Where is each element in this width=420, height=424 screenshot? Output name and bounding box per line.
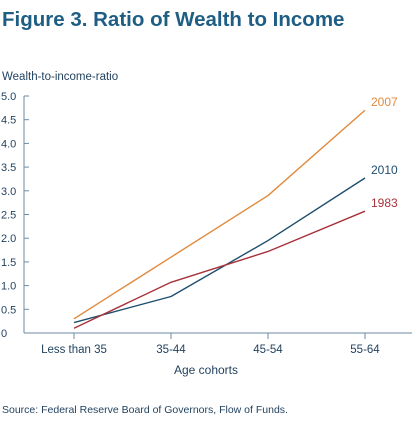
y-tick-label: 2.5 bbox=[1, 210, 16, 222]
y-tick-label: 0.5 bbox=[1, 304, 16, 316]
y-tick-label: 2.0 bbox=[1, 233, 16, 245]
y-tick-label: 3.0 bbox=[1, 186, 16, 198]
y-axis-ticks: 0 0.5 1.0 1.5 2.0 2.5 3.0 3.5 4.0 4.5 5.0 bbox=[1, 91, 29, 340]
x-tick-label: Less than 35 bbox=[41, 344, 107, 356]
x-tick-label: 55-64 bbox=[350, 344, 380, 356]
series-label-2010: 2010 bbox=[371, 163, 398, 177]
figure-title: Figure 3. Ratio of Wealth to Income bbox=[2, 8, 345, 31]
y-tick-label: 3.5 bbox=[1, 162, 16, 174]
y-tick-label: 0 bbox=[1, 328, 7, 340]
y-tick-label: 1.0 bbox=[1, 281, 16, 293]
x-tick-label: 45-54 bbox=[253, 344, 283, 356]
series-label-2007: 2007 bbox=[371, 95, 398, 109]
series-label-1983: 1983 bbox=[371, 196, 398, 210]
x-axis-label: Age cohorts bbox=[174, 363, 238, 377]
series-line-2007 bbox=[73, 109, 366, 320]
x-tick-label: 35-44 bbox=[156, 344, 186, 356]
source-note: Source: Federal Reserve Board of Governo… bbox=[2, 404, 288, 416]
series-labels: 2007 2010 1983 bbox=[371, 95, 398, 210]
series-line-1983 bbox=[73, 210, 366, 329]
series-line-2010 bbox=[73, 177, 366, 324]
x-axis-ticks: Less than 35 35-44 45-54 55-64 bbox=[41, 333, 380, 356]
y-tick-label: 1.5 bbox=[1, 257, 16, 269]
series-lines bbox=[73, 109, 366, 329]
y-tick-label: 5.0 bbox=[1, 91, 16, 103]
y-tick-label: 4.0 bbox=[1, 138, 16, 150]
y-tick-label: 4.5 bbox=[1, 115, 16, 127]
y-axis-label: Wealth-to-income-ratio bbox=[2, 71, 118, 83]
